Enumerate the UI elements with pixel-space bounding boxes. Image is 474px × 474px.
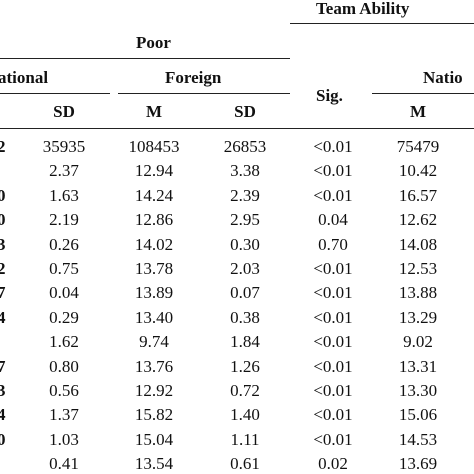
cell-m-national: 13.29 xyxy=(398,307,438,327)
cell-m-foreign: 12.92 xyxy=(134,381,174,400)
cell-sd-national: 0.56 xyxy=(49,381,79,400)
header-m-foreign: M xyxy=(145,102,163,121)
cell-m-foreign: 13.76 xyxy=(134,356,174,376)
cell-m-national: 9.02 xyxy=(403,332,433,352)
cell-m-national: 16.57 xyxy=(398,185,438,205)
cell-m-national: 75479 xyxy=(396,137,440,156)
header-national-right: Natio xyxy=(423,68,463,87)
cell-m-national: 12.53 xyxy=(398,259,438,278)
cell-sd-foreign: 1.40 xyxy=(230,405,260,425)
header-sd-foreign: SD xyxy=(234,102,256,121)
cell-m-foreign: 13.40 xyxy=(134,307,174,327)
cell-sd-foreign: 0.38 xyxy=(230,307,260,327)
row-stub: 2 xyxy=(0,259,6,278)
cell-m-foreign: 13.78 xyxy=(134,259,174,278)
cell-sig: <0.01 xyxy=(313,185,353,205)
cell-sig: <0.01 xyxy=(313,356,353,376)
row-stub: 4 xyxy=(0,307,6,327)
row-stub: 7 xyxy=(0,356,6,376)
cell-sig: <0.01 xyxy=(313,137,353,156)
row-stub: 4 xyxy=(0,405,6,425)
cell-m-national: 13.30 xyxy=(398,381,438,400)
cell-m-national: 15.06 xyxy=(398,405,438,425)
row-stub: 3 xyxy=(0,381,6,400)
cell-sd-foreign: 2.03 xyxy=(230,259,260,278)
cell-sig: <0.01 xyxy=(313,381,353,400)
cell-m-foreign: 14.02 xyxy=(134,234,174,254)
cell-sig: <0.01 xyxy=(313,429,353,449)
cell-m-national: 14.53 xyxy=(398,429,438,449)
cell-m-foreign: 15.82 xyxy=(134,405,174,425)
row-stub: 2 xyxy=(0,137,6,156)
header-sig: Sig. xyxy=(316,86,343,105)
cell-m-national: 13.69 xyxy=(398,454,438,474)
rule-foreign xyxy=(118,93,290,94)
header-team-ability: Team Ability xyxy=(316,0,410,18)
row-stub: 0 xyxy=(0,210,6,230)
rule-team-ability xyxy=(290,23,474,24)
cell-sig: 0.70 xyxy=(318,234,348,254)
cell-sd-national: 35935 xyxy=(42,137,86,156)
cell-sig: 0.04 xyxy=(318,210,348,230)
cell-sd-national: 0.26 xyxy=(49,234,79,254)
cell-sig: 0.02 xyxy=(318,454,348,474)
cell-m-national: 13.31 xyxy=(398,356,438,376)
cell-sd-national: 0.41 xyxy=(49,454,79,474)
header-national-left: ational xyxy=(0,68,49,87)
cell-sd-national: 2.37 xyxy=(49,161,79,181)
cell-m-foreign: 15.04 xyxy=(134,429,174,449)
cell-m-national: 10.42 xyxy=(398,161,438,181)
header-foreign: Foreign xyxy=(165,68,222,87)
cell-sd-foreign: 0.61 xyxy=(230,454,260,474)
cell-m-foreign: 9.74 xyxy=(139,332,169,352)
cell-sd-foreign: 3.38 xyxy=(230,161,260,181)
cell-sd-national: 1.63 xyxy=(49,185,79,205)
cell-sd-foreign: 2.95 xyxy=(230,210,260,230)
cell-sig: <0.01 xyxy=(313,259,353,278)
rule-header-bottom xyxy=(0,128,474,129)
cell-sd-foreign: 1.84 xyxy=(230,332,260,352)
row-stub: 3 xyxy=(0,234,6,254)
cell-sd-national: 2.19 xyxy=(49,210,79,230)
cell-sd-national: 1.03 xyxy=(49,429,79,449)
cell-sig: <0.01 xyxy=(313,307,353,327)
rule-poor xyxy=(0,58,290,59)
cell-sd-foreign: 0.07 xyxy=(230,283,260,303)
row-stub: 0 xyxy=(0,185,6,205)
cell-sd-national: 1.62 xyxy=(49,332,79,352)
cell-sd-foreign: 0.30 xyxy=(230,234,260,254)
cell-sig: <0.01 xyxy=(313,405,353,425)
header-m-national: M xyxy=(409,102,427,121)
rule-national-right xyxy=(372,93,474,94)
cell-m-foreign: 108453 xyxy=(128,137,180,156)
cell-sig: <0.01 xyxy=(313,283,353,303)
cell-m-national: 13.88 xyxy=(398,283,438,303)
cell-sd-national: 1.37 xyxy=(49,405,79,425)
row-stub: 7 xyxy=(0,283,6,303)
header-poor: Poor xyxy=(136,33,171,52)
rule-national-left xyxy=(0,93,110,94)
cell-sd-foreign: 0.72 xyxy=(230,381,260,400)
cell-m-national: 12.62 xyxy=(398,210,438,230)
cell-sig: <0.01 xyxy=(313,332,353,352)
cell-m-national: 14.08 xyxy=(398,234,438,254)
cell-sd-national: 0.04 xyxy=(49,283,79,303)
header-sd-national: SD xyxy=(53,102,75,121)
cell-m-foreign: 13.89 xyxy=(134,283,174,303)
cell-m-foreign: 12.86 xyxy=(134,210,174,230)
cell-sd-foreign: 1.26 xyxy=(230,356,260,376)
cell-m-foreign: 14.24 xyxy=(134,185,174,205)
cell-m-foreign: 12.94 xyxy=(134,161,174,181)
cell-sd-foreign: 26853 xyxy=(223,137,267,156)
cell-sig: <0.01 xyxy=(313,161,353,181)
cell-sd-foreign: 2.39 xyxy=(230,185,260,205)
cell-sd-national: 0.29 xyxy=(49,307,79,327)
cell-sd-foreign: 1.11 xyxy=(230,429,260,449)
cell-m-foreign: 13.54 xyxy=(134,454,174,474)
cell-sd-national: 0.75 xyxy=(49,259,79,278)
row-stub: 0 xyxy=(0,429,6,449)
cell-sd-national: 0.80 xyxy=(49,356,79,376)
